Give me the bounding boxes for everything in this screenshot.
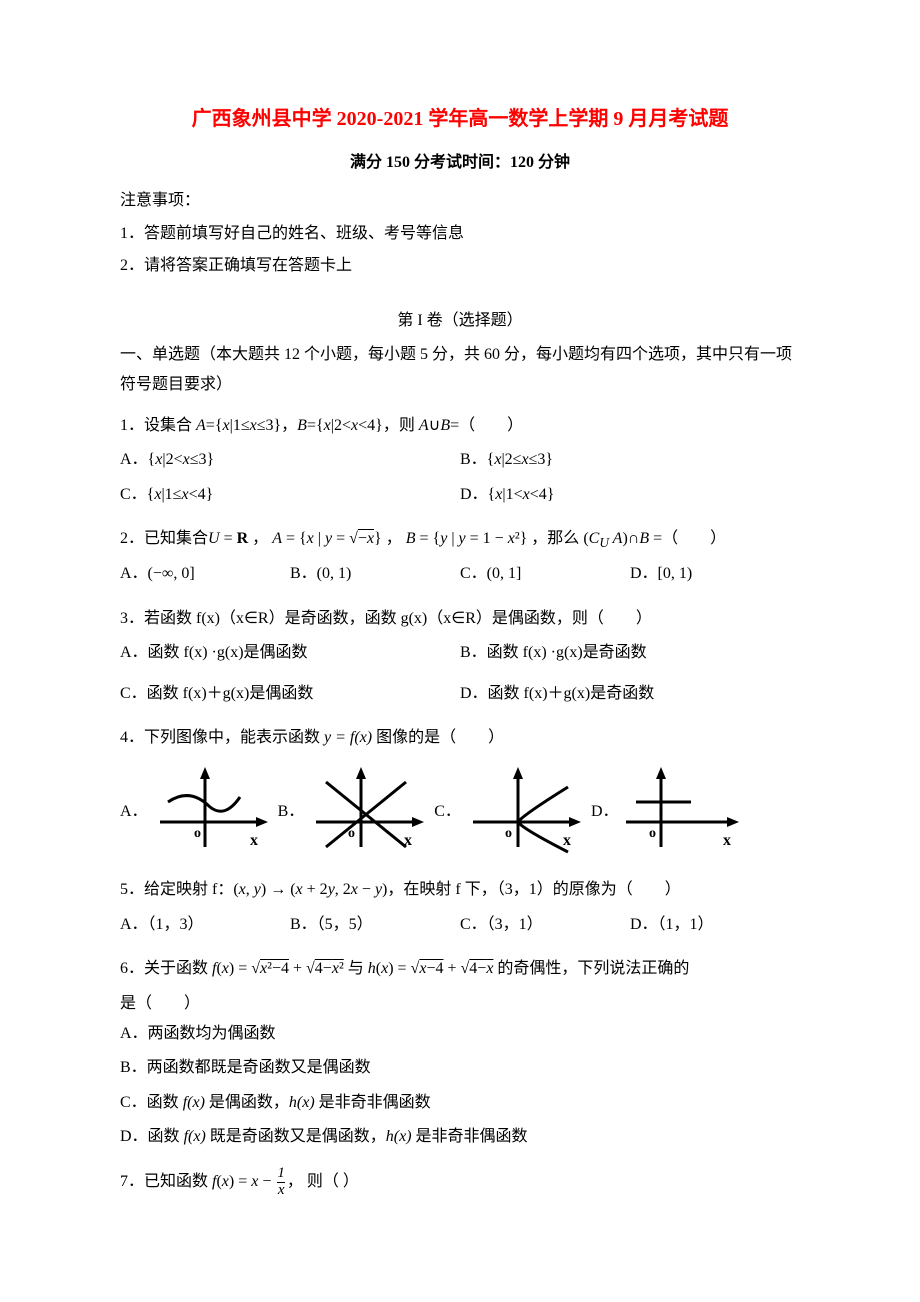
- q6-stem-line2: 是（ ）: [120, 989, 800, 1019]
- q2-opt-b: B．(0, 1): [290, 559, 460, 589]
- q4-graph-c: C． o x: [434, 767, 583, 857]
- svg-text:x: x: [404, 832, 412, 849]
- section-desc: 一、单选题（本大题共 12 个小题，每小题 5 分，共 60 分，每小题均有四个…: [120, 340, 800, 401]
- q3-opt-d: D．函数 f(x)＋g(x)是奇函数: [460, 679, 800, 709]
- graph-d-svg: o x: [621, 767, 741, 857]
- q5-opt-c: C．（3，1）: [460, 910, 630, 940]
- section-heading: 第 I 卷（选择题）: [120, 306, 800, 336]
- exam-title: 广西象州县中学 2020-2021 学年高一数学上学期 9 月月考试题: [120, 100, 800, 138]
- q6-options: A．两函数均为偶函数 B．两函数都既是奇函数又是偶函数 C．函数 f(x) 是偶…: [120, 1019, 800, 1157]
- svg-text:o: o: [505, 826, 512, 841]
- q3-opt-b: B．函数 f(x) ·g(x)是奇函数: [460, 638, 800, 668]
- note-2: 2．请将答案正确填写在答题卡上: [120, 251, 800, 281]
- q5-opt-b: B．（5，5）: [290, 910, 460, 940]
- q7-frac-den: x: [277, 1182, 285, 1199]
- graph-a-svg: o x: [150, 767, 270, 857]
- q4-label-b: B．: [278, 797, 305, 827]
- svg-text:x: x: [723, 832, 731, 849]
- graph-b-svg: o x: [306, 767, 426, 857]
- svg-text:o: o: [649, 826, 656, 841]
- q5-stem: 5．给定映射 f：(x, y) → (x + 2y, 2x − y)，在映射 f…: [120, 875, 800, 905]
- q4-label-a: A．: [120, 797, 148, 827]
- svg-text:x: x: [563, 832, 571, 849]
- q6-opt-b: B．两函数都既是奇函数又是偶函数: [120, 1053, 800, 1083]
- q1-opt-a: A．{x|2<x≤3}: [120, 445, 460, 475]
- q4-stem: 4．下列图像中，能表示函数 y = f(x) 图像的是（ ）: [120, 723, 800, 753]
- q5-options: A．（1，3） B．（5，5） C．（3，1） D．（1，1）: [120, 910, 800, 944]
- q6-opt-c: C．函数 f(x) 是偶函数，h(x) 是非奇非偶函数: [120, 1088, 800, 1118]
- q5-opt-a: A．（1，3）: [120, 910, 290, 940]
- q2-options: A．(−∞, 0] B．(0, 1) C．(0, 1] D．[0, 1): [120, 559, 800, 593]
- q6-stem: 6．关于函数 f(x) = √x²−4 + √4−x² 与 h(x) = √x−…: [120, 954, 800, 984]
- q2-opt-c: C．(0, 1]: [460, 559, 630, 589]
- q3-options-1: A．函数 f(x) ·g(x)是偶函数 B．函数 f(x) ·g(x)是奇函数: [120, 638, 800, 672]
- q7-frac-num: 1: [277, 1166, 285, 1182]
- q3-options-2: C．函数 f(x)＋g(x)是偶函数 D．函数 f(x)＋g(x)是奇函数: [120, 679, 800, 713]
- q1-options: A．{x|2<x≤3} B．{x|2≤x≤3} C．{x|1≤x<4} D．{x…: [120, 445, 800, 514]
- q6-opt-a: A．两函数均为偶函数: [120, 1019, 800, 1049]
- q4-graph-b: B． o x: [278, 767, 427, 857]
- q3-opt-c: C．函数 f(x)＋g(x)是偶函数: [120, 679, 460, 709]
- q7-tail: ， 则（ ）: [287, 1173, 359, 1190]
- q1-text: 1．设集合 A={x|1≤x≤3}，B={x|2<x<4}，则 A∪B=（ ）: [120, 417, 523, 434]
- q1-opt-b: B．{x|2≤x≤3}: [460, 445, 800, 475]
- q1-stem: 1．设集合 A={x|1≤x≤3}，B={x|2<x<4}，则 A∪B=（ ）: [120, 411, 800, 441]
- q2-opt-a: A．(−∞, 0]: [120, 559, 290, 589]
- note-1: 1．答题前填写好自己的姓名、班级、考号等信息: [120, 219, 800, 249]
- graph-c-svg: o x: [463, 767, 583, 857]
- q3-opt-a: A．函数 f(x) ·g(x)是偶函数: [120, 638, 460, 668]
- q4-label-c: C．: [434, 797, 461, 827]
- q4-graphs: A． o x B． o x C．: [120, 767, 800, 857]
- svg-text:x: x: [250, 832, 258, 849]
- q2-stem: 2．已知集合U = R ， A = {x | y = √−x} ， B = {y…: [120, 524, 800, 556]
- exam-subtitle: 满分 150 分考试时间：120 分钟: [120, 148, 800, 178]
- q1-opt-c: C．{x|1≤x<4}: [120, 480, 460, 510]
- q6-opt-d: D．函数 f(x) 既是奇函数又是偶函数，h(x) 是非奇非偶函数: [120, 1122, 800, 1152]
- q2-opt-d: D．[0, 1): [630, 559, 800, 589]
- q4-graph-d: D． o x: [591, 767, 741, 857]
- q7-stem: 7．已知函数 f(x) = x − 1x， 则（ ）: [120, 1166, 800, 1199]
- q4-label-d: D．: [591, 797, 619, 827]
- notes-heading: 注意事项：: [120, 186, 800, 216]
- q1-opt-d: D．{x|1<x<4}: [460, 480, 800, 510]
- svg-text:o: o: [348, 826, 355, 841]
- q3-stem: 3．若函数 f(x)（x∈R）是奇函数，函数 g(x)（x∈R）是偶函数，则（ …: [120, 604, 800, 634]
- q5-opt-d: D．（1，1）: [630, 910, 800, 940]
- q4-graph-a: A． o x: [120, 767, 270, 857]
- svg-text:o: o: [194, 826, 201, 841]
